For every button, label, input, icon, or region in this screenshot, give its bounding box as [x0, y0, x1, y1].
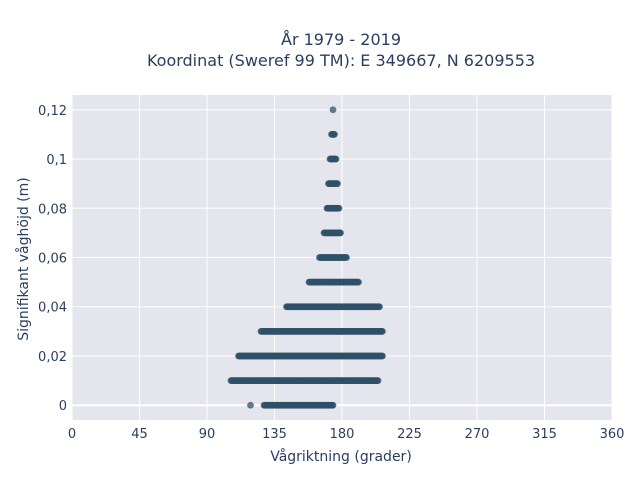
data-point: [337, 229, 344, 237]
y-tick-label: 0,08: [38, 202, 67, 217]
data-point: [379, 327, 386, 335]
data-point: [329, 401, 337, 409]
chart-title-line-1: År 1979 - 2019: [281, 30, 401, 49]
data-point: [247, 401, 254, 409]
x-tick-label: 45: [131, 427, 148, 442]
y-tick-label: 0,02: [38, 350, 67, 365]
x-tick-label: 135: [262, 427, 287, 442]
data-point: [355, 278, 362, 286]
data-points: [227, 106, 386, 409]
x-tick-label: 90: [199, 427, 216, 442]
y-tick-label: 0,06: [38, 252, 67, 267]
y-tick-label: 0: [59, 399, 67, 414]
data-point: [379, 352, 386, 360]
x-axis-title: Vågriktning (grader): [270, 448, 412, 465]
y-tick-label: 0,04: [38, 301, 67, 316]
data-point: [332, 155, 340, 163]
data-point: [334, 180, 341, 188]
x-tick-label: 315: [532, 427, 557, 442]
y-tick-label: 0,1: [46, 153, 67, 168]
x-tick-label: 270: [465, 427, 490, 442]
x-tick-label: 0: [68, 427, 76, 442]
x-tick-label: 225: [397, 427, 422, 442]
chart-title-line-2: Koordinat (Sweref 99 TM): E 349667, N 62…: [147, 51, 535, 70]
y-axis-title: Signifikant våghöjd (m): [15, 177, 32, 340]
x-axis-ticks: 0 45 90 135 180 225 270 315 360: [68, 427, 625, 442]
data-point: [331, 130, 338, 138]
data-point: [335, 204, 343, 212]
data-point: [329, 106, 337, 114]
x-tick-label: 360: [600, 427, 625, 442]
y-axis-ticks: 0 0,02 0,04 0,06 0,08 0,1 0,12: [38, 104, 67, 414]
data-point: [343, 254, 350, 261]
data-point: [374, 377, 382, 385]
y-tick-label: 0,12: [38, 104, 67, 119]
x-tick-label: 180: [330, 427, 355, 442]
data-point: [376, 303, 383, 311]
